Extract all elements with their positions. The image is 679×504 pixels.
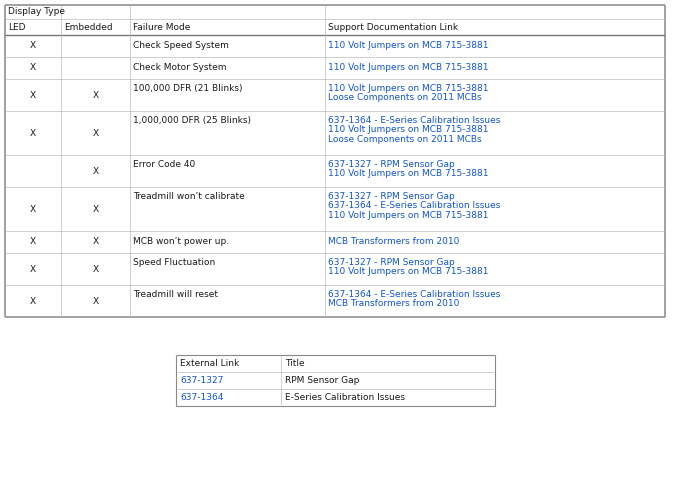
- Text: X: X: [93, 205, 99, 214]
- Text: 637-1364: 637-1364: [180, 393, 223, 402]
- Text: X: X: [93, 91, 99, 99]
- Text: X: X: [30, 265, 36, 274]
- Text: X: X: [93, 129, 99, 138]
- Text: 110 Volt Jumpers on MCB 715-3881: 110 Volt Jumpers on MCB 715-3881: [328, 169, 489, 178]
- Text: X: X: [30, 91, 36, 99]
- Text: MCB Transformers from 2010: MCB Transformers from 2010: [328, 299, 460, 308]
- Text: X: X: [93, 296, 99, 305]
- Text: 637-1364 - E-Series Calibration Issues: 637-1364 - E-Series Calibration Issues: [328, 202, 500, 211]
- Text: Embedded: Embedded: [64, 23, 113, 31]
- Text: Check Motor System: Check Motor System: [133, 64, 227, 73]
- Text: Loose Components on 2011 MCBs: Loose Components on 2011 MCBs: [328, 135, 481, 144]
- Text: Failure Mode: Failure Mode: [133, 23, 191, 31]
- Text: 637-1327 - RPM Sensor Gap: 637-1327 - RPM Sensor Gap: [328, 258, 455, 267]
- Text: Support Documentation Link: Support Documentation Link: [328, 23, 458, 31]
- Text: 110 Volt Jumpers on MCB 715-3881: 110 Volt Jumpers on MCB 715-3881: [328, 84, 489, 93]
- Text: 637-1327: 637-1327: [180, 376, 223, 385]
- Text: X: X: [30, 237, 36, 246]
- Text: 1,000,000 DFR (25 Blinks): 1,000,000 DFR (25 Blinks): [133, 116, 251, 125]
- Text: 110 Volt Jumpers on MCB 715-3881: 110 Volt Jumpers on MCB 715-3881: [328, 41, 489, 50]
- Text: Display Type: Display Type: [8, 8, 65, 17]
- Text: MCB won’t power up.: MCB won’t power up.: [133, 237, 230, 246]
- Text: 637-1327 - RPM Sensor Gap: 637-1327 - RPM Sensor Gap: [328, 192, 455, 201]
- Text: X: X: [93, 237, 99, 246]
- Text: 637-1327 - RPM Sensor Gap: 637-1327 - RPM Sensor Gap: [328, 160, 455, 169]
- Text: 110 Volt Jumpers on MCB 715-3881: 110 Volt Jumpers on MCB 715-3881: [328, 211, 489, 220]
- Text: 637-1364 - E-Series Calibration Issues: 637-1364 - E-Series Calibration Issues: [328, 116, 500, 125]
- Text: 110 Volt Jumpers on MCB 715-3881: 110 Volt Jumpers on MCB 715-3881: [328, 268, 489, 277]
- Text: LED: LED: [8, 23, 26, 31]
- Text: X: X: [30, 296, 36, 305]
- Text: MCB Transformers from 2010: MCB Transformers from 2010: [328, 237, 460, 246]
- Text: Check Speed System: Check Speed System: [133, 41, 230, 50]
- Text: Loose Components on 2011 MCBs: Loose Components on 2011 MCBs: [328, 94, 481, 102]
- Text: X: X: [30, 129, 36, 138]
- Text: X: X: [30, 205, 36, 214]
- Text: 110 Volt Jumpers on MCB 715-3881: 110 Volt Jumpers on MCB 715-3881: [328, 64, 489, 73]
- Text: Error Code 40: Error Code 40: [133, 160, 196, 169]
- Text: 100,000 DFR (21 Blinks): 100,000 DFR (21 Blinks): [133, 84, 243, 93]
- Text: Treadmill will reset: Treadmill will reset: [133, 290, 219, 299]
- Text: X: X: [93, 166, 99, 175]
- Text: E-Series Calibration Issues: E-Series Calibration Issues: [285, 393, 405, 402]
- Text: X: X: [30, 64, 36, 73]
- Text: RPM Sensor Gap: RPM Sensor Gap: [285, 376, 359, 385]
- Text: Treadmill won’t calibrate: Treadmill won’t calibrate: [133, 192, 245, 201]
- Text: 637-1364 - E-Series Calibration Issues: 637-1364 - E-Series Calibration Issues: [328, 290, 500, 299]
- Text: X: X: [30, 41, 36, 50]
- Text: Title: Title: [285, 359, 305, 368]
- Text: External Link: External Link: [180, 359, 239, 368]
- Text: Speed Fluctuation: Speed Fluctuation: [133, 258, 216, 267]
- Text: 110 Volt Jumpers on MCB 715-3881: 110 Volt Jumpers on MCB 715-3881: [328, 125, 489, 135]
- Text: X: X: [93, 265, 99, 274]
